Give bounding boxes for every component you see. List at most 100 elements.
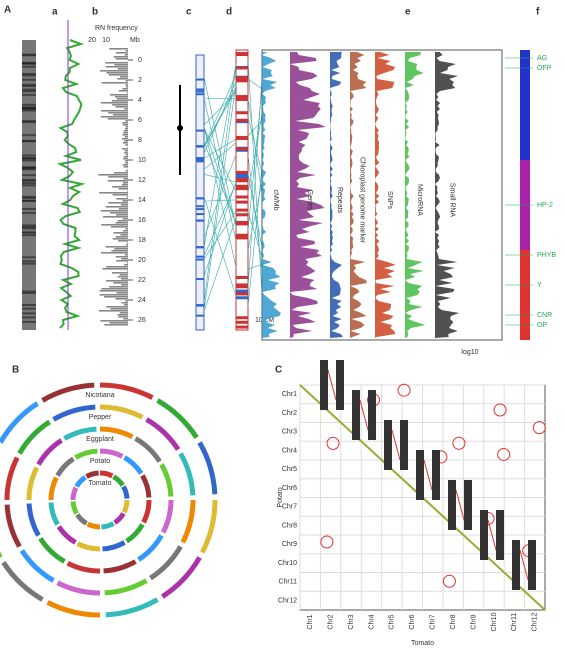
inset-chr xyxy=(416,450,424,500)
top-tick: 10 xyxy=(102,37,110,44)
hist-bar xyxy=(123,164,128,166)
hist-bar xyxy=(121,258,128,260)
d-band xyxy=(236,53,248,56)
hist-bar xyxy=(115,96,128,98)
track-label: Chloroplast genome marker xyxy=(359,157,366,244)
link-band xyxy=(196,246,204,248)
inset-chr xyxy=(400,420,408,470)
link-band xyxy=(196,259,204,261)
hist-bar xyxy=(116,260,128,262)
hist-bar xyxy=(113,114,128,116)
hist-bar xyxy=(123,182,128,184)
ring-label: Tomato xyxy=(89,480,112,487)
hist-bar xyxy=(110,94,128,96)
strip-band xyxy=(22,208,36,210)
y-chr: Chr7 xyxy=(282,504,297,511)
hist-bar xyxy=(106,246,128,248)
track-label: Genes xyxy=(306,190,313,211)
hist-bar xyxy=(123,318,128,320)
d-band xyxy=(236,95,248,98)
inset-chr xyxy=(448,480,456,530)
x-chr: Chr9 xyxy=(470,614,477,629)
d-band xyxy=(236,136,248,139)
hist-bar xyxy=(108,202,128,204)
link-band xyxy=(196,256,204,258)
d-band xyxy=(236,285,248,288)
d-band xyxy=(236,209,248,212)
hist-bar xyxy=(119,188,128,190)
track-label: SNPs xyxy=(386,191,393,209)
mb-tick: 16 xyxy=(138,217,146,224)
d-band xyxy=(236,290,248,293)
y-chr: Chr1 xyxy=(282,391,297,398)
ring-arc xyxy=(100,473,112,476)
strip-band xyxy=(22,179,36,181)
strip-band xyxy=(22,94,36,96)
hist-bar xyxy=(127,190,128,192)
link-band xyxy=(196,315,204,317)
inset-chr xyxy=(336,360,344,410)
hist-bar xyxy=(114,248,128,250)
d-band xyxy=(236,321,248,324)
hist-bar xyxy=(110,212,128,214)
hist-bar xyxy=(117,98,128,100)
inset-chr xyxy=(352,390,360,440)
panel-label: c xyxy=(186,7,192,18)
hist-bar xyxy=(105,62,128,64)
hist-bar xyxy=(124,130,128,132)
x-chr: Chr4 xyxy=(368,614,375,629)
hist-bar xyxy=(106,72,128,74)
hist-bar xyxy=(123,230,128,232)
hist-bar xyxy=(123,132,128,134)
x-label: Tomato xyxy=(411,640,434,647)
hist-bar xyxy=(109,74,128,76)
hist-bar xyxy=(99,192,128,194)
hist-bar xyxy=(116,198,128,200)
hist-bar xyxy=(102,82,128,84)
d-band xyxy=(236,186,248,189)
hist-bar xyxy=(122,148,128,150)
strip-band xyxy=(22,260,36,262)
hist-bar xyxy=(100,290,128,292)
hist-bar xyxy=(127,242,128,244)
d-band xyxy=(236,79,248,82)
hist-bar xyxy=(101,224,128,226)
track-label: MicroRNA xyxy=(416,184,423,216)
y-chr: Chr3 xyxy=(282,429,297,436)
y-chr: Chr4 xyxy=(282,447,297,454)
hist-bar xyxy=(101,210,128,212)
hist-bar xyxy=(116,52,128,54)
strip-band xyxy=(22,224,36,226)
link-band xyxy=(196,278,204,280)
hist-bar xyxy=(114,56,128,58)
hist-bar xyxy=(124,264,128,266)
hist-bar xyxy=(122,122,128,124)
hist-bar xyxy=(113,282,128,284)
mb-tick: 22 xyxy=(138,277,146,284)
ring-label: Eggplant xyxy=(86,436,114,443)
y-chr: Chr9 xyxy=(282,541,297,548)
y-chr: Chr2 xyxy=(282,410,297,417)
hist-bar xyxy=(101,252,128,254)
d-band xyxy=(236,326,248,329)
hist-bar xyxy=(124,108,128,110)
hist-bar xyxy=(115,106,128,108)
hist-bar xyxy=(125,120,128,122)
link-band xyxy=(196,197,204,199)
x-chr: Chr10 xyxy=(491,612,498,631)
ring-label: Nicotiana xyxy=(85,392,114,399)
d-band xyxy=(236,147,248,150)
hist-bar xyxy=(116,214,128,216)
y-chr: Chr12 xyxy=(278,597,297,604)
y-label: Potato xyxy=(277,487,284,507)
panel-label: d xyxy=(226,7,232,18)
strip-band xyxy=(22,104,36,106)
strip-band xyxy=(22,140,36,142)
hist-bar xyxy=(118,316,128,318)
hist-bar xyxy=(123,142,128,144)
hist-bar xyxy=(99,310,128,312)
hist-bar xyxy=(125,150,128,152)
hist-bar xyxy=(106,306,128,308)
link-band xyxy=(196,79,204,81)
strip-band xyxy=(22,263,36,265)
